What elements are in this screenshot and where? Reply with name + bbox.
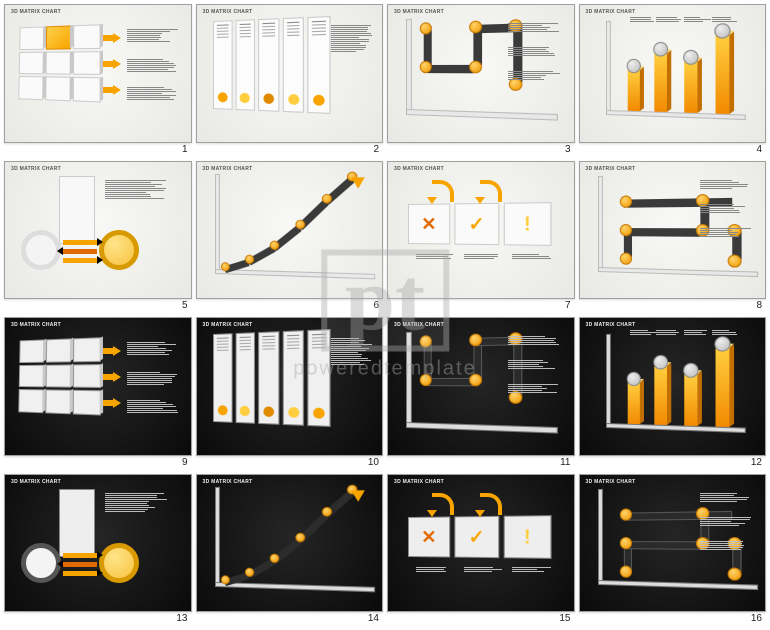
slide-thumbnail[interactable]: 3D MATRIX CHART 3: [387, 4, 575, 157]
slide-thumbnail[interactable]: 3D MATRIX CHART✕✓!7: [387, 161, 575, 314]
slide-title: 3D MATRIX CHART: [586, 322, 636, 328]
slide-title: 3D MATRIX CHART: [586, 166, 636, 172]
slide-number: 12: [579, 456, 767, 470]
slide-title: 3D MATRIX CHART: [203, 166, 253, 172]
slide-thumbnail[interactable]: 3D MATRIX CHART 12: [579, 317, 767, 470]
slide-title: 3D MATRIX CHART: [203, 9, 253, 15]
slide-title: 3D MATRIX CHART: [586, 479, 636, 485]
slide-number: 11: [387, 456, 575, 470]
slide-thumbnail[interactable]: 3D MATRIX CHART✕✓!15: [387, 474, 575, 627]
slide-number: 15: [387, 612, 575, 626]
slide-number: 8: [579, 299, 767, 313]
slide-title: 3D MATRIX CHART: [11, 166, 61, 172]
slide-title: 3D MATRIX CHART: [11, 9, 61, 15]
slide-number: 5: [4, 299, 192, 313]
slide-thumbnail[interactable]: 3D MATRIX CHART 1: [4, 4, 192, 157]
slide-number: 14: [196, 612, 384, 626]
slide-number: 2: [196, 143, 384, 157]
slide-number: 4: [579, 143, 767, 157]
slide-title: 3D MATRIX CHART: [586, 9, 636, 15]
slide-thumbnail[interactable]: 3D MATRIX CHART 2: [196, 4, 384, 157]
slide-thumbnail[interactable]: 3D MATRIX CHART 11: [387, 317, 575, 470]
slide-title: 3D MATRIX CHART: [203, 479, 253, 485]
thumbnail-grid: 3D MATRIX CHART13D MATRIX CHART23D MATRI…: [0, 0, 770, 630]
slide-number: 3: [387, 143, 575, 157]
slide-number: 1: [4, 143, 192, 157]
slide-number: 10: [196, 456, 384, 470]
slide-title: 3D MATRIX CHART: [394, 9, 444, 15]
slide-number: 6: [196, 299, 384, 313]
slide-title: 3D MATRIX CHART: [11, 479, 61, 485]
slide-number: 7: [387, 299, 575, 313]
slide-thumbnail[interactable]: 3D MATRIX CHART 10: [196, 317, 384, 470]
slide-title: 3D MATRIX CHART: [394, 166, 444, 172]
slide-title: 3D MATRIX CHART: [394, 479, 444, 485]
slide-thumbnail[interactable]: 3D MATRIX CHART 4: [579, 4, 767, 157]
slide-title: 3D MATRIX CHART: [11, 322, 61, 328]
slide-thumbnail[interactable]: 3D MATRIX CHART 16: [579, 474, 767, 627]
slide-number: 16: [579, 612, 767, 626]
slide-title: 3D MATRIX CHART: [203, 322, 253, 328]
slide-title: 3D MATRIX CHART: [394, 322, 444, 328]
slide-thumbnail[interactable]: 3D MATRIX CHART 6: [196, 161, 384, 314]
slide-thumbnail[interactable]: 3D MATRIX CHART 9: [4, 317, 192, 470]
slide-thumbnail[interactable]: 3D MATRIX CHART 14: [196, 474, 384, 627]
slide-number: 9: [4, 456, 192, 470]
slide-number: 13: [4, 612, 192, 626]
slide-thumbnail[interactable]: 3D MATRIX CHART 5: [4, 161, 192, 314]
slide-thumbnail[interactable]: 3D MATRIX CHART 13: [4, 474, 192, 627]
slide-thumbnail[interactable]: 3D MATRIX CHART 8: [579, 161, 767, 314]
